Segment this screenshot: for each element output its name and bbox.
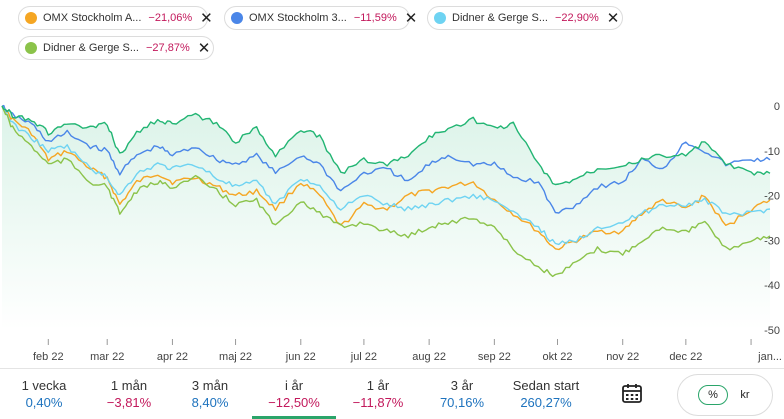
- series-color-dot: [231, 12, 243, 24]
- legend-chip[interactable]: Didner & Gerge S... −27,87% ✕: [18, 36, 214, 60]
- series-color-dot: [25, 12, 37, 24]
- series-change: −11,59%: [353, 12, 397, 24]
- series-line: [1, 104, 771, 214]
- series-line: [1, 105, 771, 251]
- x-tick-label: apr 22: [157, 351, 188, 363]
- y-axis: 0 -10 -20 -30 -40 -50: [764, 101, 780, 337]
- series-change: −22,90%: [555, 12, 599, 24]
- series-area-fill: [2, 106, 770, 330]
- x-tick-label: jun 22: [285, 351, 316, 363]
- divider: [0, 368, 784, 369]
- calendar-icon[interactable]: [620, 381, 644, 405]
- x-axis: feb 22 mar 22 apr 22 maj 22 jun 22 jul 22 aug …: [33, 339, 782, 363]
- period-label: 3 mån: [191, 378, 229, 393]
- series-change: −21,06%: [148, 12, 193, 24]
- x-tick-label: dec 22: [669, 351, 702, 363]
- plot-area: [1, 104, 771, 330]
- period-return: −11,87%: [352, 395, 404, 410]
- unit-toggle: % kr: [677, 374, 773, 416]
- legend-chip[interactable]: OMX Stockholm A... −21,06% ✕: [18, 6, 213, 30]
- x-tick-label: mar 22: [90, 351, 124, 363]
- x-tick-label: jul 22: [350, 351, 377, 363]
- legend-chip[interactable]: OMX Stockholm 3... −11,59% ✕: [224, 6, 417, 30]
- period-return: 0,40%: [25, 395, 63, 410]
- series-line: [1, 105, 771, 186]
- series-name: Didner & Gerge S...: [43, 42, 139, 54]
- period-return: −12,50%: [268, 395, 320, 410]
- y-tick-label: -40: [764, 280, 780, 292]
- period-return: −3,81%: [106, 395, 152, 410]
- x-tick-label: okt 22: [543, 351, 573, 363]
- series-line: [1, 105, 771, 278]
- period-tab[interactable]: 1 vecka 0,40%: [2, 371, 86, 419]
- period-tab[interactable]: 1 år −11,87%: [336, 371, 420, 419]
- x-tick-label: maj 22: [219, 351, 252, 363]
- remove-series-icon[interactable]: ✕: [197, 39, 211, 57]
- unit-currency-option[interactable]: kr: [740, 389, 750, 401]
- series-color-dot: [434, 12, 446, 24]
- remove-series-icon[interactable]: ✕: [200, 9, 213, 27]
- period-tab[interactable]: i år −12,50%: [252, 371, 336, 419]
- period-label: 1 vecka: [21, 378, 67, 393]
- period-tab[interactable]: Sedan start 260,27%: [504, 371, 588, 419]
- period-label: Sedan start: [512, 378, 580, 393]
- legend-chip[interactable]: Didner & Gerge S... −22,90% ✕: [427, 6, 623, 30]
- y-tick-label: 0: [774, 101, 780, 113]
- x-tick-label: sep 22: [478, 351, 511, 363]
- unit-percent-option[interactable]: %: [698, 385, 728, 405]
- series-name: Didner & Gerge S...: [452, 12, 548, 24]
- series-name: OMX Stockholm A...: [43, 12, 142, 24]
- period-return: 70,16%: [439, 395, 485, 410]
- x-tick-label: aug 22: [412, 351, 446, 363]
- period-tab[interactable]: 1 mån −3,81%: [87, 371, 171, 419]
- period-return: 260,27%: [520, 395, 572, 410]
- y-tick-label: -50: [764, 325, 780, 337]
- y-tick-label: -30: [764, 235, 780, 247]
- x-tick-label: nov 22: [606, 351, 639, 363]
- series-color-dot: [25, 42, 37, 54]
- series-name: OMX Stockholm 3...: [249, 12, 347, 24]
- y-tick-label: -20: [764, 191, 780, 203]
- period-label: i år: [284, 378, 304, 393]
- remove-series-icon[interactable]: ✕: [606, 9, 620, 27]
- period-label: 1 år: [366, 378, 390, 393]
- series-change: −27,87%: [146, 42, 190, 54]
- period-label: 3 år: [450, 378, 474, 393]
- period-tab[interactable]: 3 år 70,16%: [420, 371, 504, 419]
- performance-chart: 0 -10 -20 -30 -40 -50 feb 22 mar 22 apr 22 maj 2…: [1, 101, 782, 363]
- remove-series-icon[interactable]: ✕: [404, 9, 418, 27]
- x-tick-label: jan...: [757, 351, 782, 363]
- period-return: 8,40%: [191, 395, 229, 410]
- period-tabs: 1 vecka 0,40% 1 mån −3,81% 3 mån 8,40% i år −12…: [0, 371, 660, 419]
- period-tab[interactable]: 3 mån 8,40%: [168, 371, 252, 419]
- x-tick-label: feb 22: [33, 351, 64, 363]
- series-line: [1, 105, 771, 246]
- y-tick-label: -10: [764, 146, 780, 158]
- period-label: 1 mån: [110, 378, 148, 393]
